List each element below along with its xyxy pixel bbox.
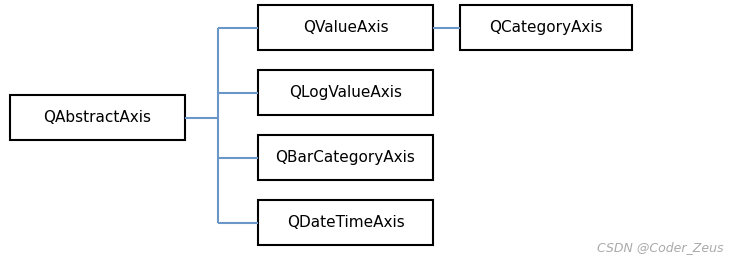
Text: QBarCategoryAxis: QBarCategoryAxis [275, 150, 416, 165]
Text: QCategoryAxis: QCategoryAxis [489, 20, 603, 35]
Bar [258, 135, 433, 180]
Text: QAbstractAxis: QAbstractAxis [44, 110, 151, 125]
Bar [258, 5, 433, 50]
Bar [10, 95, 185, 140]
Text: QLogValueAxis: QLogValueAxis [289, 85, 402, 100]
Bar [258, 70, 433, 115]
Bar [258, 200, 433, 245]
Text: QValueAxis: QValueAxis [303, 20, 388, 35]
Text: CSDN @Coder_Zeus: CSDN @Coder_Zeus [597, 241, 723, 255]
Text: QDateTimeAxis: QDateTimeAxis [286, 215, 404, 230]
Bar [460, 5, 632, 50]
